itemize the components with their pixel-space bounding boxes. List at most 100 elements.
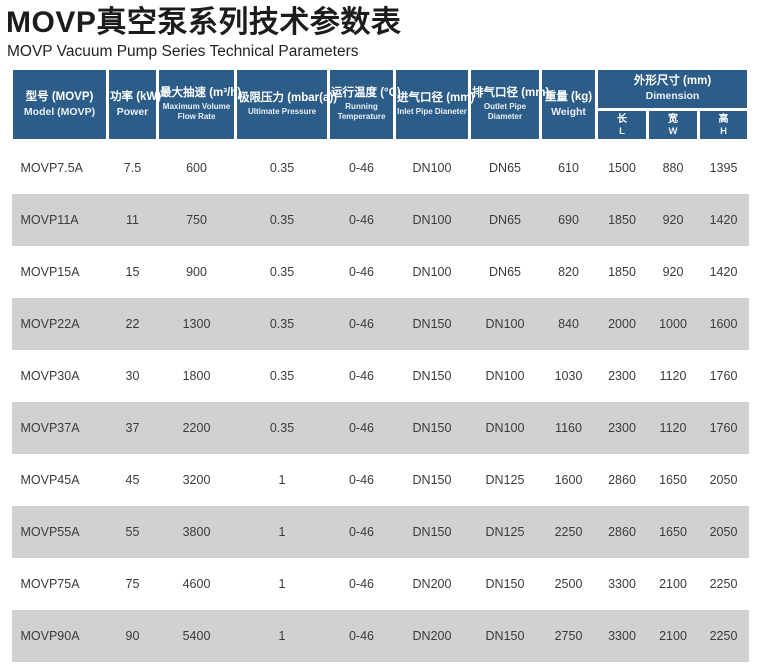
table-cell: 0-46 xyxy=(348,317,375,332)
parameters-table: 型号 (MOVP) Model (MOVP) 功率 (kW) Power 最大抽… xyxy=(10,66,750,663)
table-cell: DN150 xyxy=(412,525,452,540)
table-row: MOVP75A 75 4600 1 0-46 DN200 DN150 2500 3300 2100… xyxy=(12,558,749,610)
header-en-label: Model (MOVP) xyxy=(23,105,96,118)
table-cell: 1800 xyxy=(182,369,211,384)
table-cell: 3300 xyxy=(608,577,636,592)
table-cell: 3300 xyxy=(608,629,636,644)
table-cell: 0-46 xyxy=(348,525,375,540)
table-cell: 1850 xyxy=(608,265,636,280)
table-cell: 2250 xyxy=(554,525,583,540)
table-cell: 0.35 xyxy=(269,213,295,228)
table-header: 型号 (MOVP) Model (MOVP) 功率 (kW) Power 最大抽… xyxy=(10,66,750,143)
table-cell: 15 xyxy=(125,265,140,280)
table-cell: 2860 xyxy=(608,525,636,540)
table-row: MOVP22A 22 1300 0.35 0-46 DN150 DN100 840 2000 10… xyxy=(11,298,749,351)
table-cell: DN150 xyxy=(412,369,452,384)
table-cell: 1 xyxy=(278,473,286,488)
table-cell: 820 xyxy=(558,265,579,280)
table-cell: 1850 xyxy=(608,213,636,228)
table-row: MOVP7.5A 7.5 600 0.35 0-46 DN100 DN65 610 1500 88… xyxy=(12,141,749,195)
table-cell: 2300 xyxy=(608,421,636,436)
table-cell: 1 xyxy=(278,629,286,644)
header-zh-label: 型号 (MOVP) xyxy=(25,90,94,103)
header-cell-dimension: 外形尺寸 (mm) Dimension xyxy=(595,66,750,111)
table-cell: 2000 xyxy=(608,317,636,332)
table-cell: 0-46 xyxy=(348,577,375,592)
header-zh-label: 外形尺寸 (mm) xyxy=(633,74,712,87)
table-cell: 11 xyxy=(126,213,139,228)
table-cell: DN65 xyxy=(489,161,521,176)
header-zh-label: 高 xyxy=(718,113,729,125)
header-zh-label: 最大抽速 (m³/h) xyxy=(160,87,242,100)
table-cell: 0-46 xyxy=(348,473,375,488)
header-en-label: Outlet Pipe Diameter xyxy=(483,102,527,122)
table-cell: 37 xyxy=(125,421,140,436)
table-cell: 3200 xyxy=(182,473,211,488)
header-en-label: L xyxy=(619,125,625,137)
table-cell: 7.5 xyxy=(123,161,142,176)
header-en-label: Dimension xyxy=(645,89,700,102)
table-cell: 45 xyxy=(125,473,140,488)
table-cell: DN100 xyxy=(412,265,452,280)
table-cell: DN125 xyxy=(485,473,525,488)
header-zh-label: 长 xyxy=(617,113,627,125)
header-zh-label: 宽 xyxy=(668,113,678,125)
table-cell: 2300 xyxy=(608,369,636,384)
table-cell: 0-46 xyxy=(348,369,375,384)
header-cell-weight: 重量 (kg) Weight xyxy=(539,66,598,143)
table-cell: 30 xyxy=(125,369,140,384)
header-zh-label: 功率 (kW) xyxy=(110,90,162,103)
table-cell: 55 xyxy=(125,525,140,540)
table-cell: DN150 xyxy=(412,473,452,488)
page-subtitle: MOVP Vacuum Pump Series Technical Parame… xyxy=(7,42,359,60)
table-cell: 1120 xyxy=(659,369,687,384)
table-cell: 1120 xyxy=(659,421,687,436)
header-zh-label: 排气口径 (mm) xyxy=(472,87,550,100)
header-zh-label: 进气口径 (mm) xyxy=(397,92,475,105)
table-cell: 1030 xyxy=(554,369,583,384)
header-zh-label: 极限压力 (mbar(a)) xyxy=(238,92,338,105)
header-cell-height: 高 H xyxy=(697,107,750,143)
header-en-label: Weight xyxy=(551,105,586,118)
table-cell: 880 xyxy=(662,161,684,176)
table-cell: 5400 xyxy=(182,629,211,644)
header-cell-model: 型号 (MOVP) Model (MOVP) xyxy=(10,66,109,143)
page-title: MOVP真空泵系列技术参数表 xyxy=(6,6,402,39)
table-cell: 0-46 xyxy=(348,161,375,176)
model-cell: MOVP15A xyxy=(20,265,80,280)
table-cell: 920 xyxy=(662,265,684,280)
table-cell: 1420 xyxy=(709,265,738,280)
table-cell: 1160 xyxy=(555,421,582,436)
table-cell: 0.35 xyxy=(269,421,295,436)
model-cell: MOVP7.5A xyxy=(20,161,84,176)
table-cell: 1600 xyxy=(554,473,583,488)
model-cell: MOVP55A xyxy=(20,525,80,540)
model-cell: MOVP90A xyxy=(20,629,80,644)
header-cell-inlet-diameter: 进气口径 (mm) Inlet Pipe Dianeter xyxy=(393,66,475,143)
table-cell: 690 xyxy=(558,213,579,228)
header-cell-ultimate-pressure: 极限压力 (mbar(a)) Ultimate Pressure xyxy=(234,66,338,143)
table-cell: 600 xyxy=(186,161,207,176)
header-en-label: Power xyxy=(116,105,149,118)
table-cell: DN100 xyxy=(412,213,452,228)
table-row: MOVP45A 45 3200 1 0-46 DN150 DN125 1600 2860 1650… xyxy=(12,454,749,506)
table-row: MOVP11A 11 750 0.35 0-46 DN100 DN65 690 1850 920 1… xyxy=(11,194,749,247)
table-cell: 2050 xyxy=(709,473,738,488)
table-cell: 1420 xyxy=(709,213,738,228)
table-cell: 2860 xyxy=(608,473,636,488)
model-cell: MOVP22A xyxy=(20,317,80,332)
table-cell: 750 xyxy=(186,213,207,228)
table-row: MOVP37A 37 2200 0.35 0-46 DN150 DN100 1160 2300 1… xyxy=(11,402,749,455)
header-en-label: Inlet Pipe Dianeter xyxy=(397,107,467,117)
table-cell: DN100 xyxy=(485,369,525,384)
header-row-main: 型号 (MOVP) Model (MOVP) 功率 (kW) Power 最大抽… xyxy=(10,66,750,143)
table-cell: 1760 xyxy=(709,421,738,436)
table-body: MOVP7.5A 7.5 600 0.35 0-46 DN100 DN65 610 1500 88… xyxy=(11,141,749,663)
table-cell: 1760 xyxy=(709,369,738,384)
table-cell: 1600 xyxy=(709,317,738,332)
table-cell: 0.35 xyxy=(269,369,295,384)
table-cell: 2050 xyxy=(709,525,738,540)
model-cell: MOVP37A xyxy=(20,421,80,436)
table-cell: 1 xyxy=(278,577,286,592)
header-cell-outlet-diameter: 排气口径 (mm) Outlet Pipe Diameter xyxy=(468,66,550,143)
